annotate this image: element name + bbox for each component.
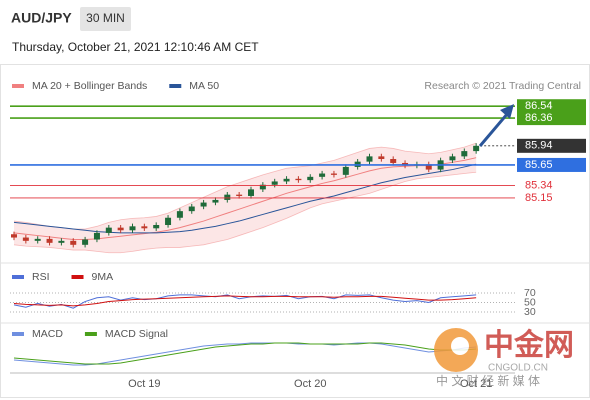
ma-line <box>13 163 477 234</box>
candle-body <box>307 176 314 181</box>
candle-body <box>82 239 89 245</box>
candle-body <box>141 226 148 229</box>
level-box <box>517 111 586 126</box>
level-label: 86.36 <box>525 112 553 124</box>
level-label: 86.54 <box>525 100 553 112</box>
timeframe-button[interactable] <box>80 7 131 31</box>
candle-body <box>248 189 254 196</box>
y-tick-label: 30 <box>524 306 536 318</box>
candle-body <box>425 164 432 170</box>
watermark-logo <box>451 337 469 355</box>
candle-body <box>449 156 456 161</box>
candle-body <box>271 181 278 185</box>
candle-body <box>319 173 326 177</box>
candle-body <box>283 178 290 182</box>
legend-label: MACD <box>32 328 63 340</box>
x-tick-label: Oct 20 <box>294 378 326 390</box>
level-label: 85.15 <box>525 192 553 204</box>
timeframe[interactable]: 30 MIN <box>86 11 125 25</box>
candle-body <box>165 217 172 226</box>
candle-body <box>461 151 468 157</box>
candle-body <box>378 156 385 160</box>
legend-swatch <box>12 332 24 336</box>
indicator-line <box>13 294 477 309</box>
bollinger-upper <box>13 142 477 230</box>
x-tick-label: Oct 19 <box>128 378 160 390</box>
candle-body <box>330 173 337 175</box>
y-tick-label: 50 <box>524 296 536 308</box>
ma-line <box>13 157 477 241</box>
candle-body <box>224 194 231 200</box>
candle-body <box>70 240 77 245</box>
candle-body <box>473 145 480 152</box>
watermark-domain: CNGOLD.CN <box>488 363 548 374</box>
candle-body <box>366 156 373 162</box>
legend-swatch <box>84 332 97 336</box>
x-tick-label: Oct 21 <box>460 378 492 390</box>
legend-label: 9MA <box>92 271 114 283</box>
candle-body <box>22 237 29 241</box>
indicator-line <box>13 342 477 365</box>
legend-swatch <box>169 84 182 88</box>
legend-label: MACD Signal <box>105 328 168 340</box>
indicator-line <box>13 295 477 307</box>
legend-label: RSI <box>32 271 50 283</box>
level-box <box>517 138 586 153</box>
candle-body <box>259 184 266 190</box>
candle-body <box>129 226 136 231</box>
symbol: AUD/JPY <box>11 10 72 26</box>
candle-body <box>117 227 124 231</box>
level-box <box>517 99 586 114</box>
legend-swatch <box>12 84 24 88</box>
level-label: 85.34 <box>525 179 553 191</box>
legend-label: MA 20 + Bollinger Bands <box>32 80 147 92</box>
candle-body <box>236 194 243 196</box>
candle-body <box>390 159 397 163</box>
candle-body <box>212 199 219 203</box>
candle-body <box>188 206 195 212</box>
legend-swatch <box>71 275 84 279</box>
candle-body <box>58 240 65 243</box>
level-label: 85.94 <box>525 140 553 152</box>
candle-body <box>34 238 41 241</box>
candle-body <box>153 225 160 229</box>
legend-swatch <box>12 275 24 279</box>
candle-body <box>200 202 207 207</box>
candle-body <box>93 232 100 240</box>
watermark-name: 中金网 <box>484 328 574 362</box>
watermark-slogan: 中 文 财 经 新 媒 体 <box>436 373 540 388</box>
candle-body <box>11 234 17 238</box>
candle-body <box>295 178 302 181</box>
level-label: 85.65 <box>525 159 553 171</box>
watermark: 中金网 CNGOLD.CN 中 文 财 经 新 媒 体 <box>434 328 574 388</box>
candle-body <box>176 211 183 218</box>
legend-label: MA 50 <box>189 80 219 92</box>
candle-body <box>342 166 349 175</box>
forecast-arrowhead <box>500 104 514 119</box>
source: Research © 2021 Trading Central <box>424 80 581 92</box>
candle-body <box>46 238 53 243</box>
forecast-arrow <box>478 112 510 147</box>
level-box <box>517 157 586 172</box>
y-tick-label: 70 <box>524 287 536 299</box>
candle-body <box>105 227 112 233</box>
bollinger-lower <box>13 171 477 254</box>
datetime: Thursday, October 21, 2021 12:10:46 AM C… <box>12 40 259 54</box>
